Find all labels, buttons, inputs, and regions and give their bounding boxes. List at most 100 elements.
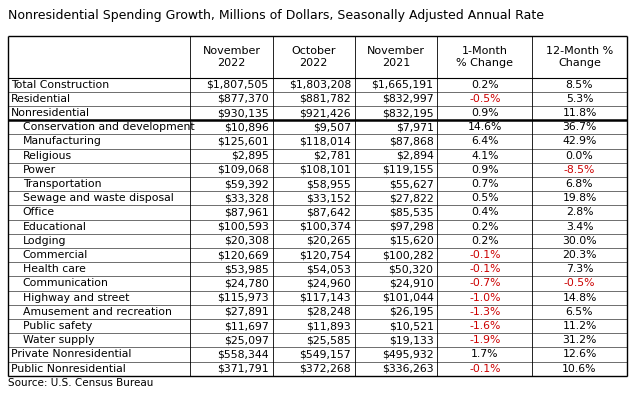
Text: -1.0%: -1.0% — [469, 293, 500, 302]
Text: 6.5%: 6.5% — [566, 307, 593, 317]
Text: $25,585: $25,585 — [306, 335, 351, 345]
Text: 6.4%: 6.4% — [471, 137, 498, 146]
Text: Religious: Religious — [23, 151, 72, 161]
Text: $33,152: $33,152 — [306, 193, 351, 203]
Text: 4.1%: 4.1% — [471, 151, 498, 161]
Text: $2,895: $2,895 — [231, 151, 269, 161]
Text: $24,780: $24,780 — [224, 279, 269, 289]
Text: 12-Month %
Change: 12-Month % Change — [546, 46, 613, 68]
Text: Amusement and recreation: Amusement and recreation — [23, 307, 171, 317]
Text: Source: U.S. Census Bureau: Source: U.S. Census Bureau — [8, 378, 153, 388]
Text: $10,521: $10,521 — [389, 321, 433, 331]
Text: $1,803,208: $1,803,208 — [289, 80, 351, 90]
Text: $7,971: $7,971 — [396, 122, 433, 132]
Text: $24,960: $24,960 — [306, 279, 351, 289]
Text: $372,268: $372,268 — [300, 364, 351, 374]
Text: October
2022: October 2022 — [292, 46, 336, 68]
Text: Office: Office — [23, 207, 55, 217]
Text: 11.8%: 11.8% — [563, 108, 597, 118]
Text: $117,143: $117,143 — [300, 293, 351, 302]
Text: $26,195: $26,195 — [389, 307, 433, 317]
Text: $495,932: $495,932 — [382, 349, 433, 359]
Text: Water supply: Water supply — [23, 335, 94, 345]
Text: $1,807,505: $1,807,505 — [207, 80, 269, 90]
Text: $28,248: $28,248 — [306, 307, 351, 317]
Text: $19,133: $19,133 — [389, 335, 433, 345]
Text: $55,627: $55,627 — [389, 179, 433, 189]
Text: 12.6%: 12.6% — [563, 349, 597, 359]
Text: 0.4%: 0.4% — [471, 207, 498, 217]
Text: $120,669: $120,669 — [217, 250, 269, 260]
Text: $109,068: $109,068 — [217, 165, 269, 175]
Text: $930,135: $930,135 — [217, 108, 269, 118]
Text: -1.9%: -1.9% — [469, 335, 500, 345]
Text: $832,195: $832,195 — [382, 108, 433, 118]
Text: 0.9%: 0.9% — [471, 165, 498, 175]
Text: November
2022: November 2022 — [202, 46, 260, 68]
Text: Manufacturing: Manufacturing — [23, 137, 101, 146]
Text: 3.4%: 3.4% — [566, 222, 593, 232]
Text: -1.6%: -1.6% — [469, 321, 500, 331]
Text: $558,344: $558,344 — [217, 349, 269, 359]
Text: 36.7%: 36.7% — [563, 122, 597, 132]
Text: 8.5%: 8.5% — [566, 80, 593, 90]
Text: $921,426: $921,426 — [300, 108, 351, 118]
Text: Health care: Health care — [23, 264, 86, 274]
Text: $9,507: $9,507 — [313, 122, 351, 132]
Text: -8.5%: -8.5% — [564, 165, 595, 175]
Text: Commercial: Commercial — [23, 250, 88, 260]
Text: $27,891: $27,891 — [224, 307, 269, 317]
Text: Public Nonresidential: Public Nonresidential — [11, 364, 126, 374]
Text: $101,044: $101,044 — [382, 293, 433, 302]
Text: $100,593: $100,593 — [217, 222, 269, 232]
Text: 31.2%: 31.2% — [563, 335, 597, 345]
Text: Communication: Communication — [23, 279, 108, 289]
Text: $87,642: $87,642 — [306, 207, 351, 217]
Text: $25,097: $25,097 — [224, 335, 269, 345]
Text: Nonresidential Spending Growth, Millions of Dollars, Seasonally Adjusted Annual : Nonresidential Spending Growth, Millions… — [8, 9, 544, 22]
Text: Sewage and waste disposal: Sewage and waste disposal — [23, 193, 173, 203]
Text: $881,782: $881,782 — [300, 94, 351, 104]
Text: 0.7%: 0.7% — [471, 179, 498, 189]
Text: $50,320: $50,320 — [389, 264, 433, 274]
Text: 14.8%: 14.8% — [563, 293, 597, 302]
Text: Total Construction: Total Construction — [11, 80, 110, 90]
Text: $125,601: $125,601 — [217, 137, 269, 146]
Text: Lodging: Lodging — [23, 236, 66, 246]
Text: 0.2%: 0.2% — [471, 236, 498, 246]
Text: Private Nonresidential: Private Nonresidential — [11, 349, 132, 359]
Text: $832,997: $832,997 — [382, 94, 433, 104]
Text: 0.0%: 0.0% — [566, 151, 593, 161]
Text: $1,665,191: $1,665,191 — [372, 80, 433, 90]
Text: $100,282: $100,282 — [382, 250, 433, 260]
Text: $87,961: $87,961 — [224, 207, 269, 217]
Text: $97,298: $97,298 — [389, 222, 433, 232]
Text: Power: Power — [23, 165, 56, 175]
Text: -0.1%: -0.1% — [469, 264, 500, 274]
Text: 7.3%: 7.3% — [566, 264, 593, 274]
Text: 5.3%: 5.3% — [566, 94, 593, 104]
Text: $20,308: $20,308 — [224, 236, 269, 246]
Text: $2,781: $2,781 — [313, 151, 351, 161]
Text: $59,392: $59,392 — [224, 179, 269, 189]
Text: 6.8%: 6.8% — [566, 179, 593, 189]
Text: $549,157: $549,157 — [300, 349, 351, 359]
Text: $877,370: $877,370 — [217, 94, 269, 104]
Text: 0.5%: 0.5% — [471, 193, 498, 203]
Text: 19.8%: 19.8% — [563, 193, 597, 203]
Text: $58,955: $58,955 — [306, 179, 351, 189]
Text: $15,620: $15,620 — [389, 236, 433, 246]
Text: $2,894: $2,894 — [396, 151, 433, 161]
Text: 20.3%: 20.3% — [562, 250, 597, 260]
Text: Nonresidential: Nonresidential — [11, 108, 90, 118]
Text: 30.0%: 30.0% — [562, 236, 597, 246]
Text: -1.3%: -1.3% — [469, 307, 500, 317]
Text: -0.1%: -0.1% — [469, 250, 500, 260]
Text: Conservation and development: Conservation and development — [23, 122, 194, 132]
Text: Residential: Residential — [11, 94, 71, 104]
Text: $10,896: $10,896 — [224, 122, 269, 132]
Text: 1-Month
% Change: 1-Month % Change — [456, 46, 513, 68]
Text: $24,910: $24,910 — [389, 279, 433, 289]
Text: 2.8%: 2.8% — [566, 207, 593, 217]
Text: 0.2%: 0.2% — [471, 80, 498, 90]
